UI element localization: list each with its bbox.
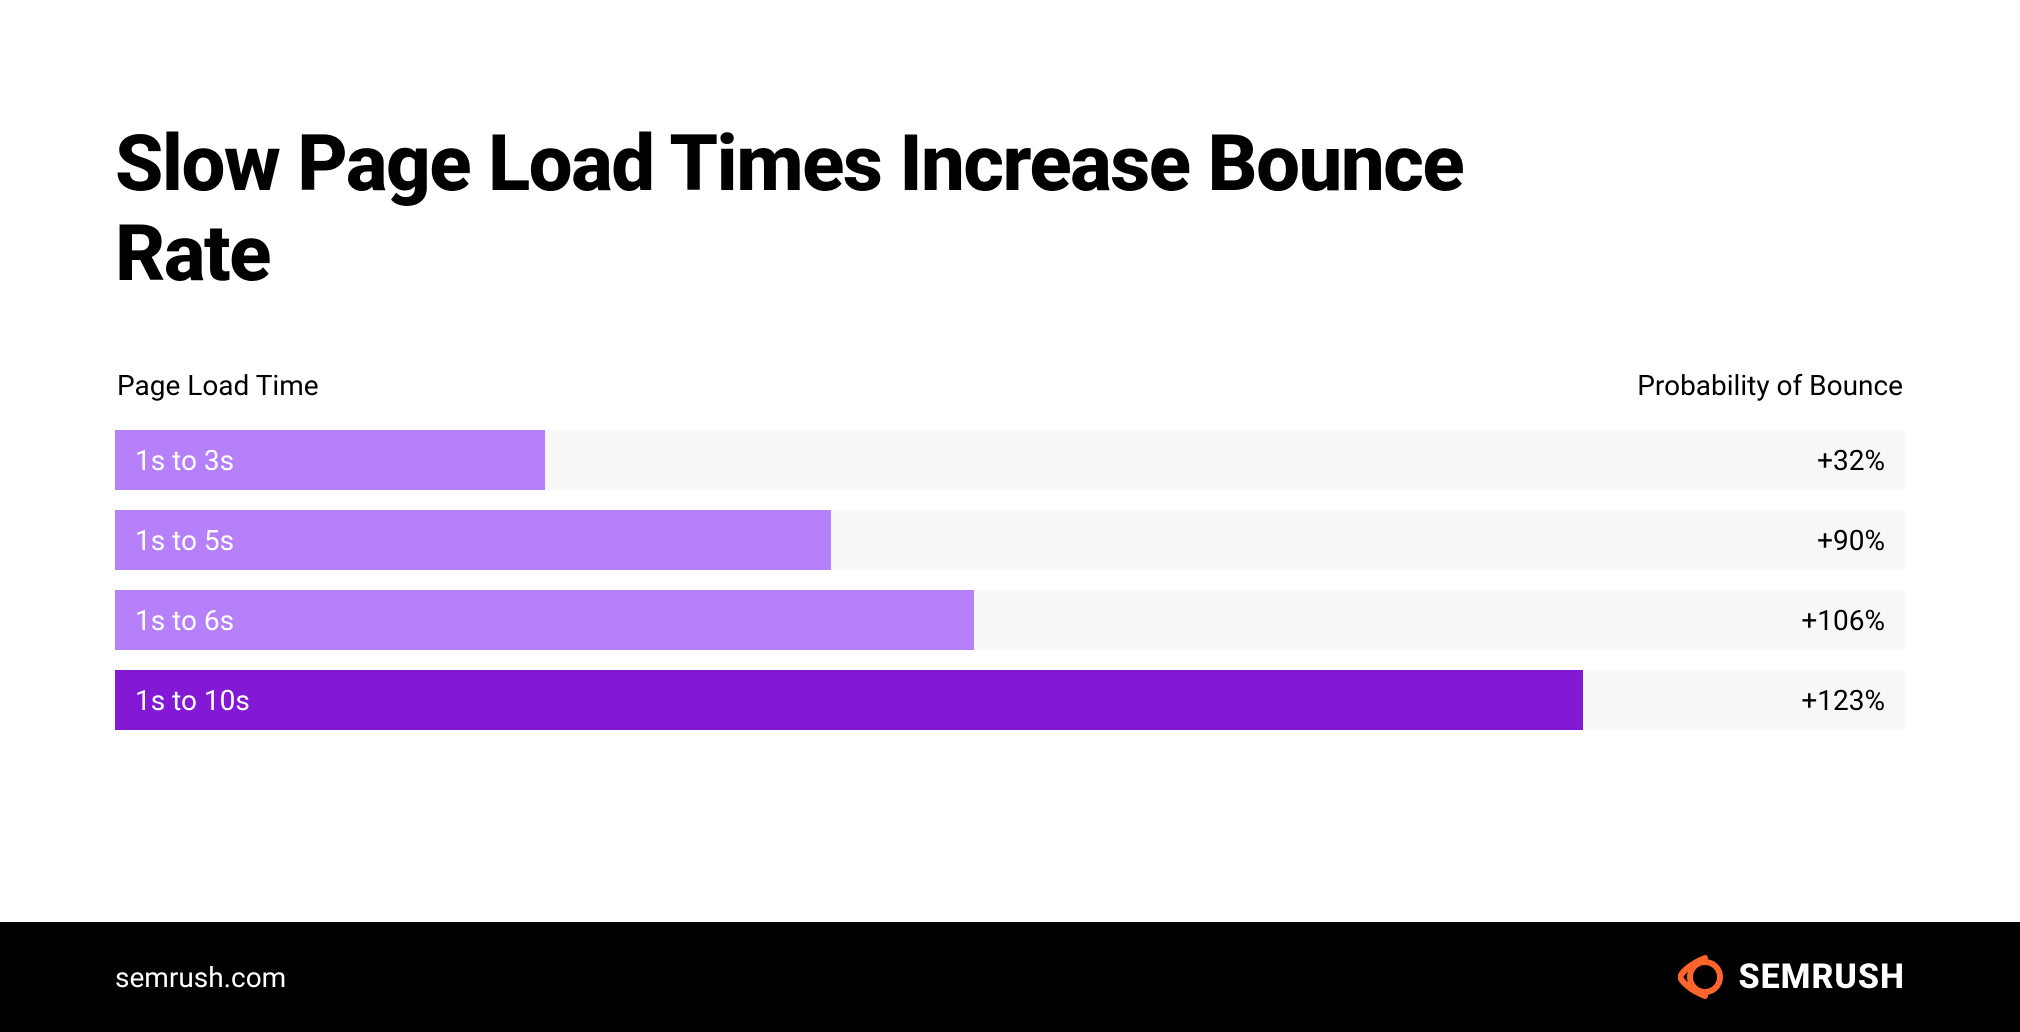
- bar-row: 1s to 5s +90%: [115, 510, 1905, 570]
- bar-fill: 1s to 6s: [115, 590, 974, 650]
- bar-value: +32%: [1817, 430, 1885, 490]
- bar-value-text: +90%: [1817, 524, 1885, 557]
- bar-label: 1s to 10s: [135, 684, 250, 717]
- brand-name: SEMRUSH: [1738, 957, 1905, 997]
- bar-label: 1s to 6s: [135, 604, 234, 637]
- bar-rows: 1s to 3s+32%1s to 5s+90%1s to 6s+106%1s …: [115, 430, 1905, 730]
- bar-row: 1s to 3s +32%: [115, 430, 1905, 490]
- bar-fill: 1s to 3s: [115, 430, 545, 490]
- x-axis-label: Page Load Time: [117, 369, 319, 402]
- value-axis-label: Probability of Bounce: [1637, 369, 1903, 402]
- bar-label: 1s to 3s: [135, 444, 234, 477]
- bar-label: 1s to 5s: [135, 524, 234, 557]
- fire-icon: [1678, 954, 1724, 1000]
- brand: SEMRUSH: [1678, 954, 1905, 1000]
- footer: semrush.com SEMRUSH: [0, 922, 2020, 1032]
- bar-value-text: +123%: [1801, 684, 1885, 717]
- bar-row: 1s to 6s +106%: [115, 590, 1905, 650]
- bar-value: +106%: [1801, 590, 1885, 650]
- footer-domain: semrush.com: [115, 961, 286, 994]
- chart-title: Slow Page Load Times Increase Bounce Rat…: [115, 120, 1515, 299]
- bar-value-text: +32%: [1817, 444, 1885, 477]
- bar-chart: Page Load Time Probability of Bounce 1s …: [115, 369, 1905, 730]
- bar-value: +123%: [1801, 670, 1885, 730]
- bar-row: 1s to 10s +123%: [115, 670, 1905, 730]
- content-area: Slow Page Load Times Increase Bounce Rat…: [0, 0, 2020, 922]
- bar-value-text: +106%: [1801, 604, 1885, 637]
- bar-value: +90%: [1817, 510, 1885, 570]
- bar-fill: 1s to 10s: [115, 670, 1583, 730]
- bar-fill: 1s to 5s: [115, 510, 831, 570]
- axis-labels: Page Load Time Probability of Bounce: [115, 369, 1905, 402]
